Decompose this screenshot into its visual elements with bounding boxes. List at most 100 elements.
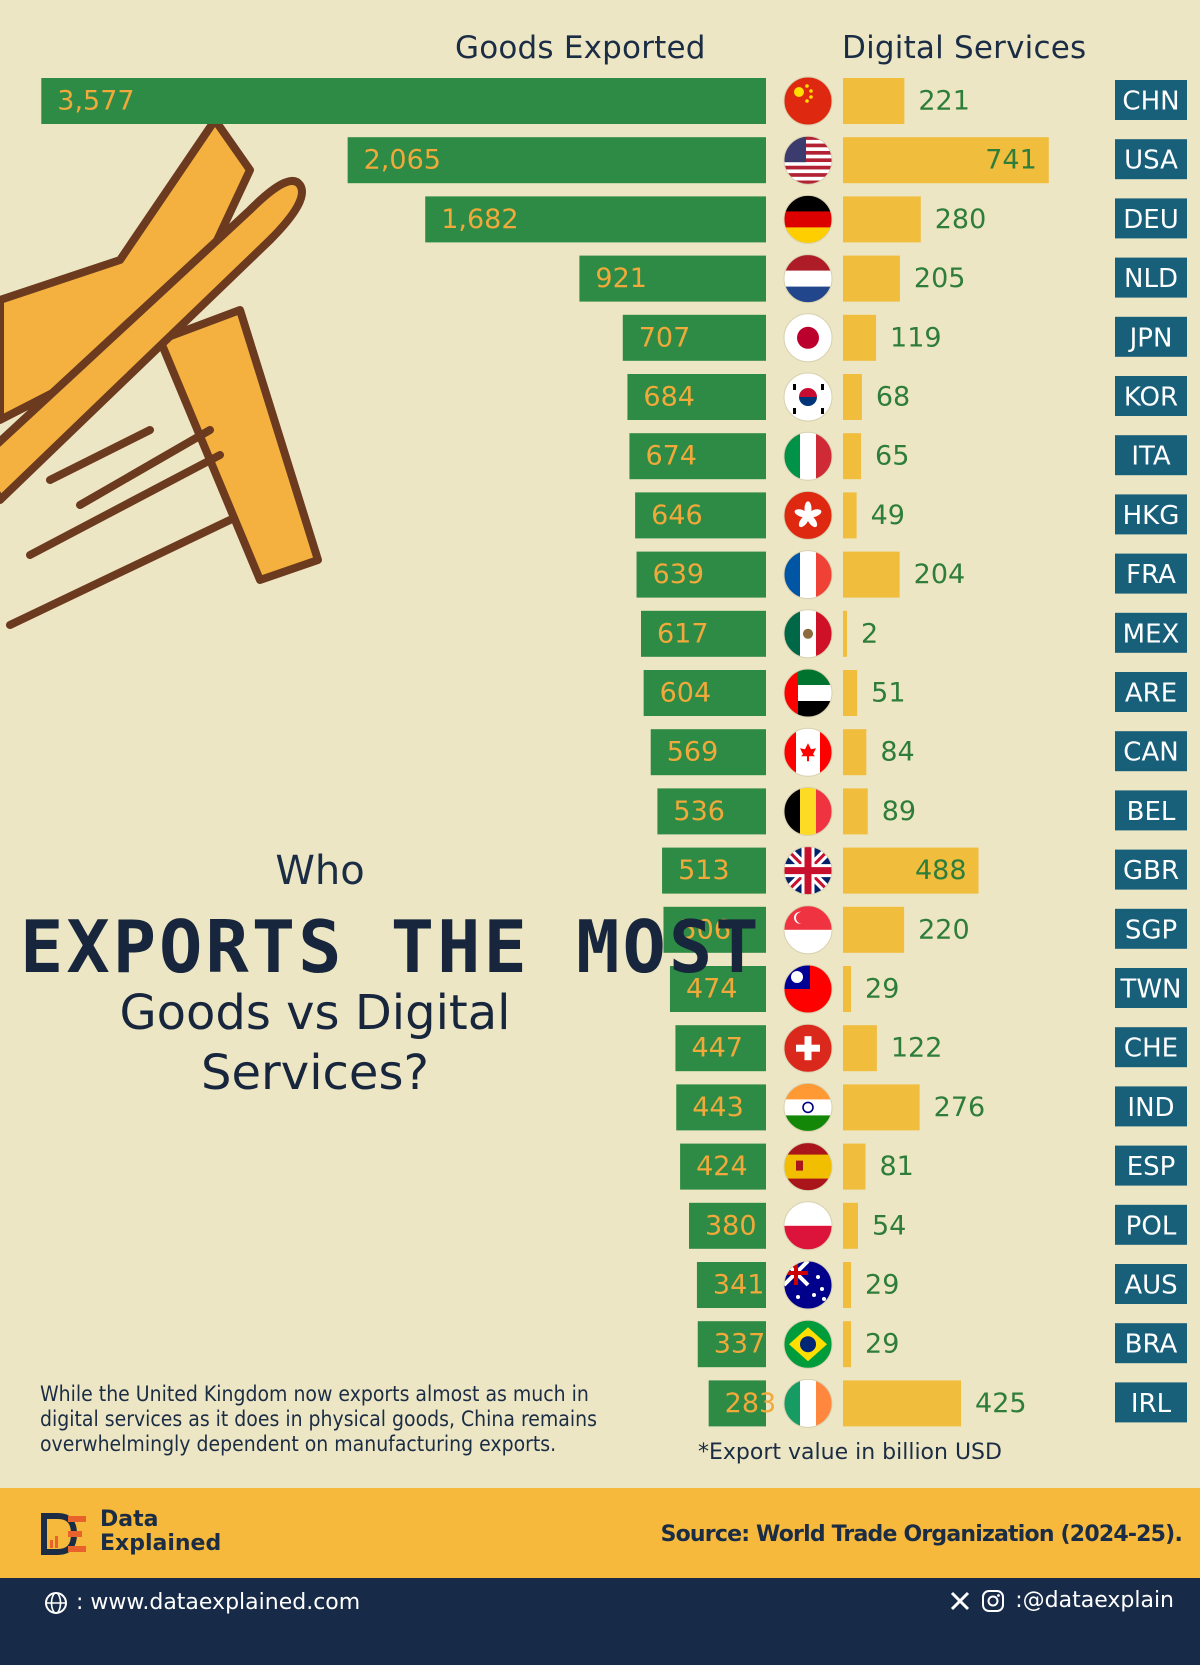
digital-bar <box>843 966 852 1012</box>
digital-bar <box>843 433 862 480</box>
australia-flag-icon <box>783 1260 833 1310</box>
country-code-box <box>1115 139 1187 180</box>
goods-bar <box>627 374 766 420</box>
digital-value-label: 119 <box>890 322 942 353</box>
south-korea-flag-icon <box>783 372 833 422</box>
row-irl: 283 425 IRL <box>708 1378 1187 1428</box>
row-pol: 380 54 POL <box>689 1201 1187 1251</box>
caption-text: While the United Kingdom now exports alm… <box>40 1382 597 1456</box>
digital-bar <box>843 314 877 361</box>
goods-value-label: 569 <box>667 737 719 768</box>
country-code-label: AUS <box>1124 1271 1177 1301</box>
row-nld: 921 205 NLD <box>579 254 1187 304</box>
digital-value-label: 29 <box>865 974 899 1005</box>
country-code-box <box>1115 672 1187 712</box>
goods-bar <box>696 1262 766 1308</box>
germany-flag-icon <box>783 194 833 244</box>
website-link[interactable]: : www.dataexplained.com <box>44 1590 360 1615</box>
country-code-box <box>1115 435 1187 476</box>
row-jpn: 707 119 JPN <box>622 313 1187 363</box>
row-mex: 617 2 MEX <box>640 609 1187 659</box>
ireland-flag-icon <box>783 1378 833 1428</box>
country-code-box <box>1115 316 1187 357</box>
country-code-label: ARE <box>1125 679 1177 709</box>
country-code-label: DEU <box>1123 205 1178 235</box>
brand-line2: Explained <box>100 1531 222 1556</box>
country-code-label: JPN <box>1128 323 1173 353</box>
country-code-label: CAN <box>1123 738 1178 768</box>
country-code-label: CHN <box>1122 87 1179 117</box>
country-code-label: USA <box>1124 146 1178 176</box>
row-twn: 474 29 TWN <box>669 964 1187 1014</box>
goods-value-label: 283 <box>725 1388 777 1419</box>
digital-value-label: 68 <box>876 382 910 413</box>
country-code-box <box>1115 1027 1187 1068</box>
row-fra: 639 204 FRA <box>636 550 1187 600</box>
united-states-flag-icon <box>783 135 833 185</box>
digital-value-label: 741 <box>985 145 1037 176</box>
digital-bar <box>843 1202 858 1249</box>
country-code-label: HKG <box>1123 501 1180 531</box>
digital-value-label: 425 <box>975 1388 1027 1419</box>
title-subtitle-line1: Goods vs Digital <box>119 985 511 1041</box>
row-usa: 2,065 741 USA <box>347 135 1187 185</box>
goods-value-label: 380 <box>705 1210 757 1241</box>
goods-value-label: 707 <box>639 322 691 353</box>
united-arab-emirates-flag-icon <box>783 668 833 718</box>
country-code-box <box>1115 612 1187 653</box>
title-main: EXPORTS THE MOST <box>20 905 762 989</box>
country-code-label: FRA <box>1126 560 1176 590</box>
row-chn: 3,577 221 CHN <box>41 76 1187 126</box>
goods-bar <box>425 196 766 243</box>
goods-value-label: 443 <box>692 1092 744 1123</box>
social-handle[interactable]: :@dataexplain <box>949 1588 1174 1613</box>
country-code-label: TWN <box>1119 975 1181 1005</box>
goods-bar <box>708 1380 766 1427</box>
row-ind: 443 276 IND <box>676 1082 1187 1132</box>
digital-services-header: Digital Services <box>842 30 1087 66</box>
united-kingdom-flag-icon <box>783 846 833 896</box>
goods-bar <box>629 433 766 480</box>
website-text: : www.dataexplained.com <box>76 1590 361 1615</box>
row-aus: 341 29 AUS <box>696 1260 1187 1310</box>
country-code-box <box>1115 1323 1187 1364</box>
country-code-box <box>1115 1145 1187 1186</box>
brazil-flag-icon <box>783 1319 833 1369</box>
country-code-label: POL <box>1126 1211 1177 1241</box>
goods-value-label: 2,065 <box>364 145 441 176</box>
digital-value-label: 65 <box>875 441 909 472</box>
country-code-box <box>1115 80 1187 120</box>
goods-bar <box>650 729 766 776</box>
country-code-box <box>1115 257 1187 298</box>
goods-bar <box>579 255 766 302</box>
goods-bar <box>635 492 766 539</box>
country-code-box <box>1115 494 1187 535</box>
row-che: 447 122 CHE <box>675 1023 1187 1073</box>
country-code-label: KOR <box>1124 383 1178 413</box>
goods-bar <box>676 1084 766 1131</box>
goods-value-label: 639 <box>653 559 705 590</box>
india-flag-icon <box>783 1082 833 1132</box>
goods-value-label: 604 <box>660 678 712 709</box>
digital-value-label: 276 <box>934 1092 986 1123</box>
digital-value-label: 49 <box>871 500 905 531</box>
goods-value-label: 1,682 <box>441 204 518 235</box>
globe-icon <box>45 1591 67 1614</box>
title-who: Who <box>275 848 365 894</box>
country-code-box <box>1115 849 1187 890</box>
row-sgp: 506 220 SGP <box>663 905 1187 955</box>
digital-bar <box>843 1025 877 1072</box>
goods-bar <box>663 906 766 953</box>
spain-flag-icon <box>783 1142 833 1192</box>
digital-value-label: 122 <box>891 1033 943 1064</box>
belgium-flag-icon <box>783 786 833 836</box>
country-code-box <box>1115 1264 1187 1304</box>
goods-bar <box>657 788 766 835</box>
country-code-box <box>1115 553 1187 594</box>
title-subtitle-line2: Services? <box>201 1045 429 1101</box>
country-code-box <box>1115 1204 1187 1245</box>
goods-value-label: 474 <box>686 974 738 1005</box>
taiwan-flag-icon <box>783 964 833 1014</box>
instagram-icon <box>982 1589 1005 1612</box>
